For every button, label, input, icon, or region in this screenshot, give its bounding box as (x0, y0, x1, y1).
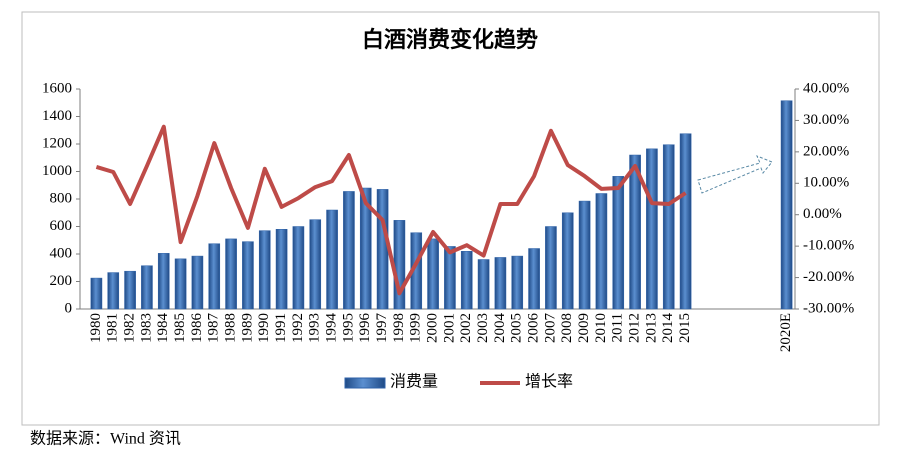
x-tick-label: 2020E (778, 313, 794, 352)
x-tick-label: 1994 (324, 313, 340, 344)
trend-arrow (697, 155, 773, 194)
chart-title: 白酒消费变化趋势 (362, 27, 538, 52)
legend-label: 消费量 (390, 373, 438, 391)
x-tick-label: 1982 (122, 313, 138, 343)
bar (107, 272, 120, 310)
bar (359, 187, 372, 310)
y2-tick-label: 10.00% (803, 175, 849, 191)
y2-tick-label: -20.00% (803, 269, 854, 285)
y-tick-label: 1200 (42, 135, 72, 151)
bar (460, 251, 473, 310)
x-tick-label: 2001 (441, 313, 457, 343)
bar (275, 229, 288, 310)
bar (646, 148, 658, 310)
x-tick-label: 2008 (559, 313, 575, 343)
bar (561, 212, 574, 310)
x-tick-label: 2005 (509, 313, 525, 343)
bar (494, 257, 507, 310)
bar (157, 253, 170, 310)
x-tick-label: 1986 (189, 313, 205, 344)
x-tick-label: 1999 (408, 313, 424, 343)
y2-tick-label: -10.00% (803, 238, 854, 254)
x-tick-label: 2006 (526, 313, 542, 344)
x-tick-label: 1991 (273, 313, 289, 343)
bar (444, 246, 456, 310)
y-tick-label: 600 (50, 218, 73, 234)
y-tick-label: 0 (65, 300, 73, 316)
bar (309, 219, 322, 310)
x-tick-label: 1996 (357, 313, 373, 344)
x-tick-label: 1981 (105, 313, 121, 343)
legend-swatch (344, 377, 386, 389)
x-tick-label: 2007 (542, 313, 558, 344)
x-tick-label: 2014 (660, 313, 676, 344)
bar (124, 270, 136, 310)
bar (258, 230, 271, 310)
x-tick-label: 1985 (172, 313, 188, 343)
x-tick-label: 1993 (307, 313, 323, 343)
y2-tick-label: -30.00% (803, 300, 854, 316)
bar (292, 226, 305, 310)
y2-tick-label: 40.00% (803, 80, 849, 96)
y-tick-label: 800 (50, 190, 73, 206)
x-tick-label: 1983 (138, 313, 154, 343)
x-tick-label: 2009 (576, 313, 592, 343)
bar (191, 255, 204, 310)
x-tick-label: 2003 (475, 313, 491, 343)
bar (612, 176, 625, 310)
x-tick-label: 2011 (610, 313, 626, 342)
y2-tick-label: 30.00% (803, 112, 849, 128)
bar (393, 220, 406, 310)
x-tick-label: 1995 (340, 313, 356, 343)
bar (578, 200, 591, 310)
bar (326, 209, 338, 310)
x-tick-label: 1992 (290, 313, 306, 343)
bar (511, 255, 524, 310)
chart-frame (21, 11, 880, 426)
x-tick-label: 2000 (425, 313, 441, 343)
bar (528, 248, 540, 310)
bar (545, 226, 557, 310)
legend-label: 增长率 (525, 373, 573, 391)
bar (629, 154, 641, 310)
bar (376, 189, 389, 310)
bar (662, 144, 675, 310)
bar (225, 238, 237, 310)
bar (477, 259, 490, 310)
bar (427, 238, 439, 310)
x-tick-label: 1997 (374, 313, 390, 344)
bar (208, 243, 221, 310)
x-tick-label: 2002 (458, 313, 474, 343)
x-tick-label: 1988 (223, 313, 239, 343)
y-tick-label: 200 (50, 273, 73, 289)
bar (90, 277, 103, 310)
x-tick-label: 1990 (256, 313, 272, 343)
x-tick-label: 1980 (88, 313, 104, 343)
bar (343, 191, 355, 310)
x-tick-label: 2004 (492, 313, 508, 344)
bar (141, 265, 153, 310)
x-tick-label: 1984 (155, 313, 171, 344)
source-note: 数据来源：Wind 资讯 (30, 430, 181, 448)
x-tick-label: 1989 (239, 313, 255, 343)
bar (595, 193, 608, 310)
y2-tick-label: 0.00% (803, 206, 842, 222)
y-tick-label: 400 (50, 245, 73, 261)
x-tick-label: 2012 (627, 313, 643, 343)
x-tick-label: 1987 (206, 313, 222, 344)
bar (242, 241, 254, 310)
y2-tick-label: 20.00% (803, 143, 849, 159)
x-tick-label: 2015 (677, 313, 693, 343)
y-tick-label: 1000 (42, 163, 72, 179)
y-tick-label: 1400 (42, 108, 72, 124)
x-tick-label: 2010 (593, 313, 609, 343)
line (95, 124, 687, 296)
bar (780, 100, 793, 310)
bar (174, 258, 187, 310)
x-tick-label: 2013 (643, 313, 659, 343)
x-tick-label: 1998 (391, 313, 407, 343)
bar (679, 133, 692, 310)
y-tick-label: 1600 (42, 80, 72, 96)
